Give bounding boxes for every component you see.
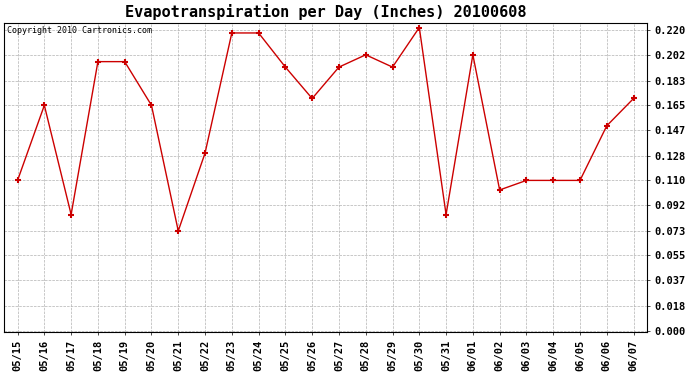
- Title: Evapotranspiration per Day (Inches) 20100608: Evapotranspiration per Day (Inches) 2010…: [125, 4, 526, 20]
- Text: Copyright 2010 Cartronics.com: Copyright 2010 Cartronics.com: [8, 26, 152, 35]
